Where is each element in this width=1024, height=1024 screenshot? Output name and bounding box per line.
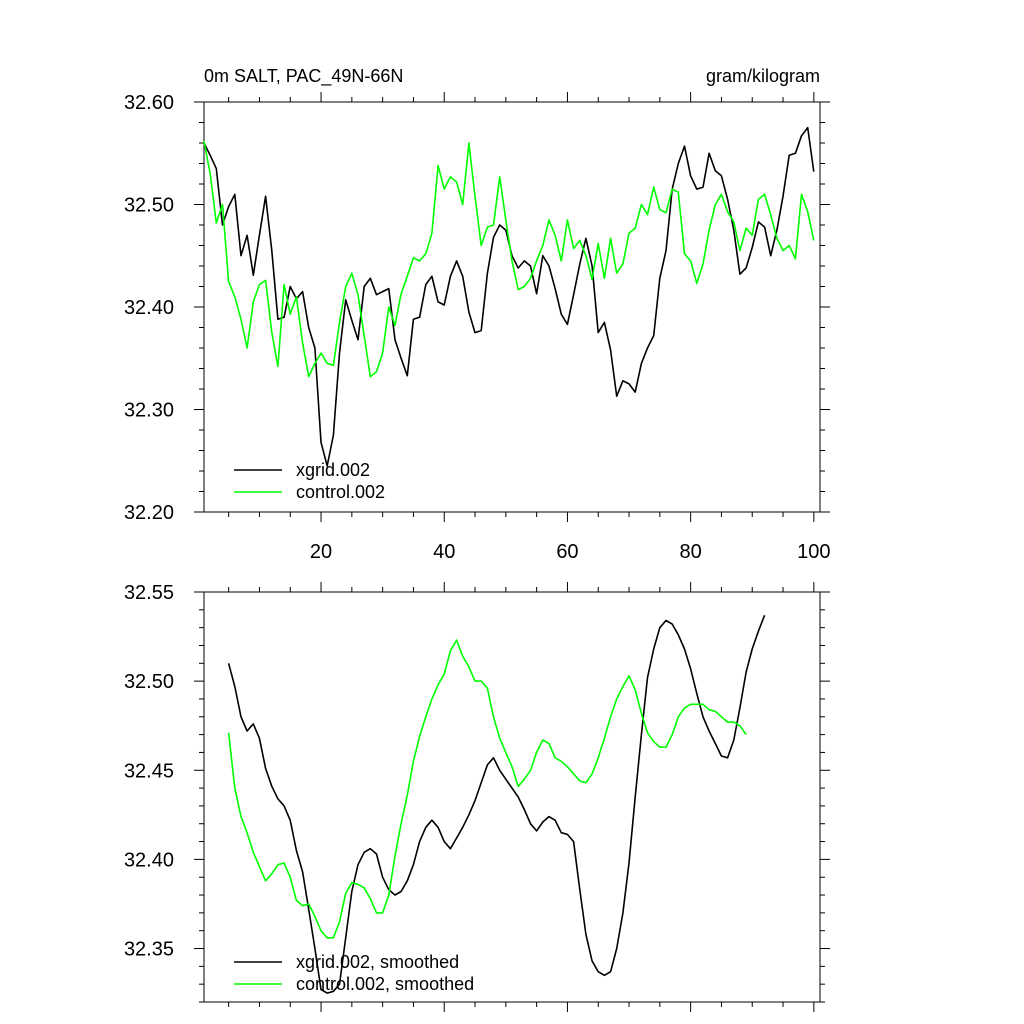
series-line-control-002-smoothed <box>227 639 747 939</box>
legend-label: xgrid.002, smoothed <box>296 952 459 972</box>
y-axis-labels: 32.20 32.30 32.40 32.50 32.60 <box>124 92 174 524</box>
y-tick-label: 32.50 <box>124 195 174 217</box>
y-tick-label: 32.45 <box>124 760 174 782</box>
series-lines <box>203 126 815 467</box>
y-tick-label: 32.40 <box>124 849 174 871</box>
plot-frame <box>203 591 821 1003</box>
x-tick-label: 100 <box>797 541 830 563</box>
axis-ticks <box>194 92 830 522</box>
series-line-xgrid-002 <box>203 126 815 467</box>
y-tick-label: 32.20 <box>124 502 174 524</box>
plot-frame <box>203 101 821 513</box>
y-tick-label: 32.60 <box>124 92 174 114</box>
y-axis-labels: 32.35 32.40 32.45 32.50 32.55 <box>124 582 174 961</box>
x-tick-label: 20 <box>310 541 332 563</box>
series-lines <box>227 614 766 994</box>
y-tick-label: 32.30 <box>124 400 174 422</box>
series-line-control-002 <box>203 140 815 378</box>
x-tick-label: 80 <box>680 541 702 563</box>
x-tick-label: 40 <box>433 541 455 563</box>
axis-ticks <box>194 582 830 1012</box>
series-line-xgrid-002-smoothed <box>227 614 766 994</box>
chart-title-right: gram/kilogram <box>706 66 820 86</box>
legend-label: control.002 <box>296 482 385 502</box>
bottom-panel: 32.35 32.40 32.45 32.50 32.55 xgrid.002, smo… <box>124 582 830 1012</box>
y-tick-label: 32.35 <box>124 939 174 961</box>
top-panel: 0m SALT, PAC_49N-66N gram/kilogram 32.20… <box>124 66 831 563</box>
legend-label: control.002, smoothed <box>296 974 474 994</box>
chart-title-left: 0m SALT, PAC_49N-66N <box>204 66 403 87</box>
x-axis-labels: 20 40 60 80 100 <box>310 541 831 563</box>
legend-label: xgrid.002 <box>296 460 370 480</box>
y-tick-label: 32.40 <box>124 297 174 319</box>
x-tick-label: 60 <box>556 541 578 563</box>
y-tick-label: 32.50 <box>124 671 174 693</box>
y-tick-label: 32.55 <box>124 582 174 604</box>
